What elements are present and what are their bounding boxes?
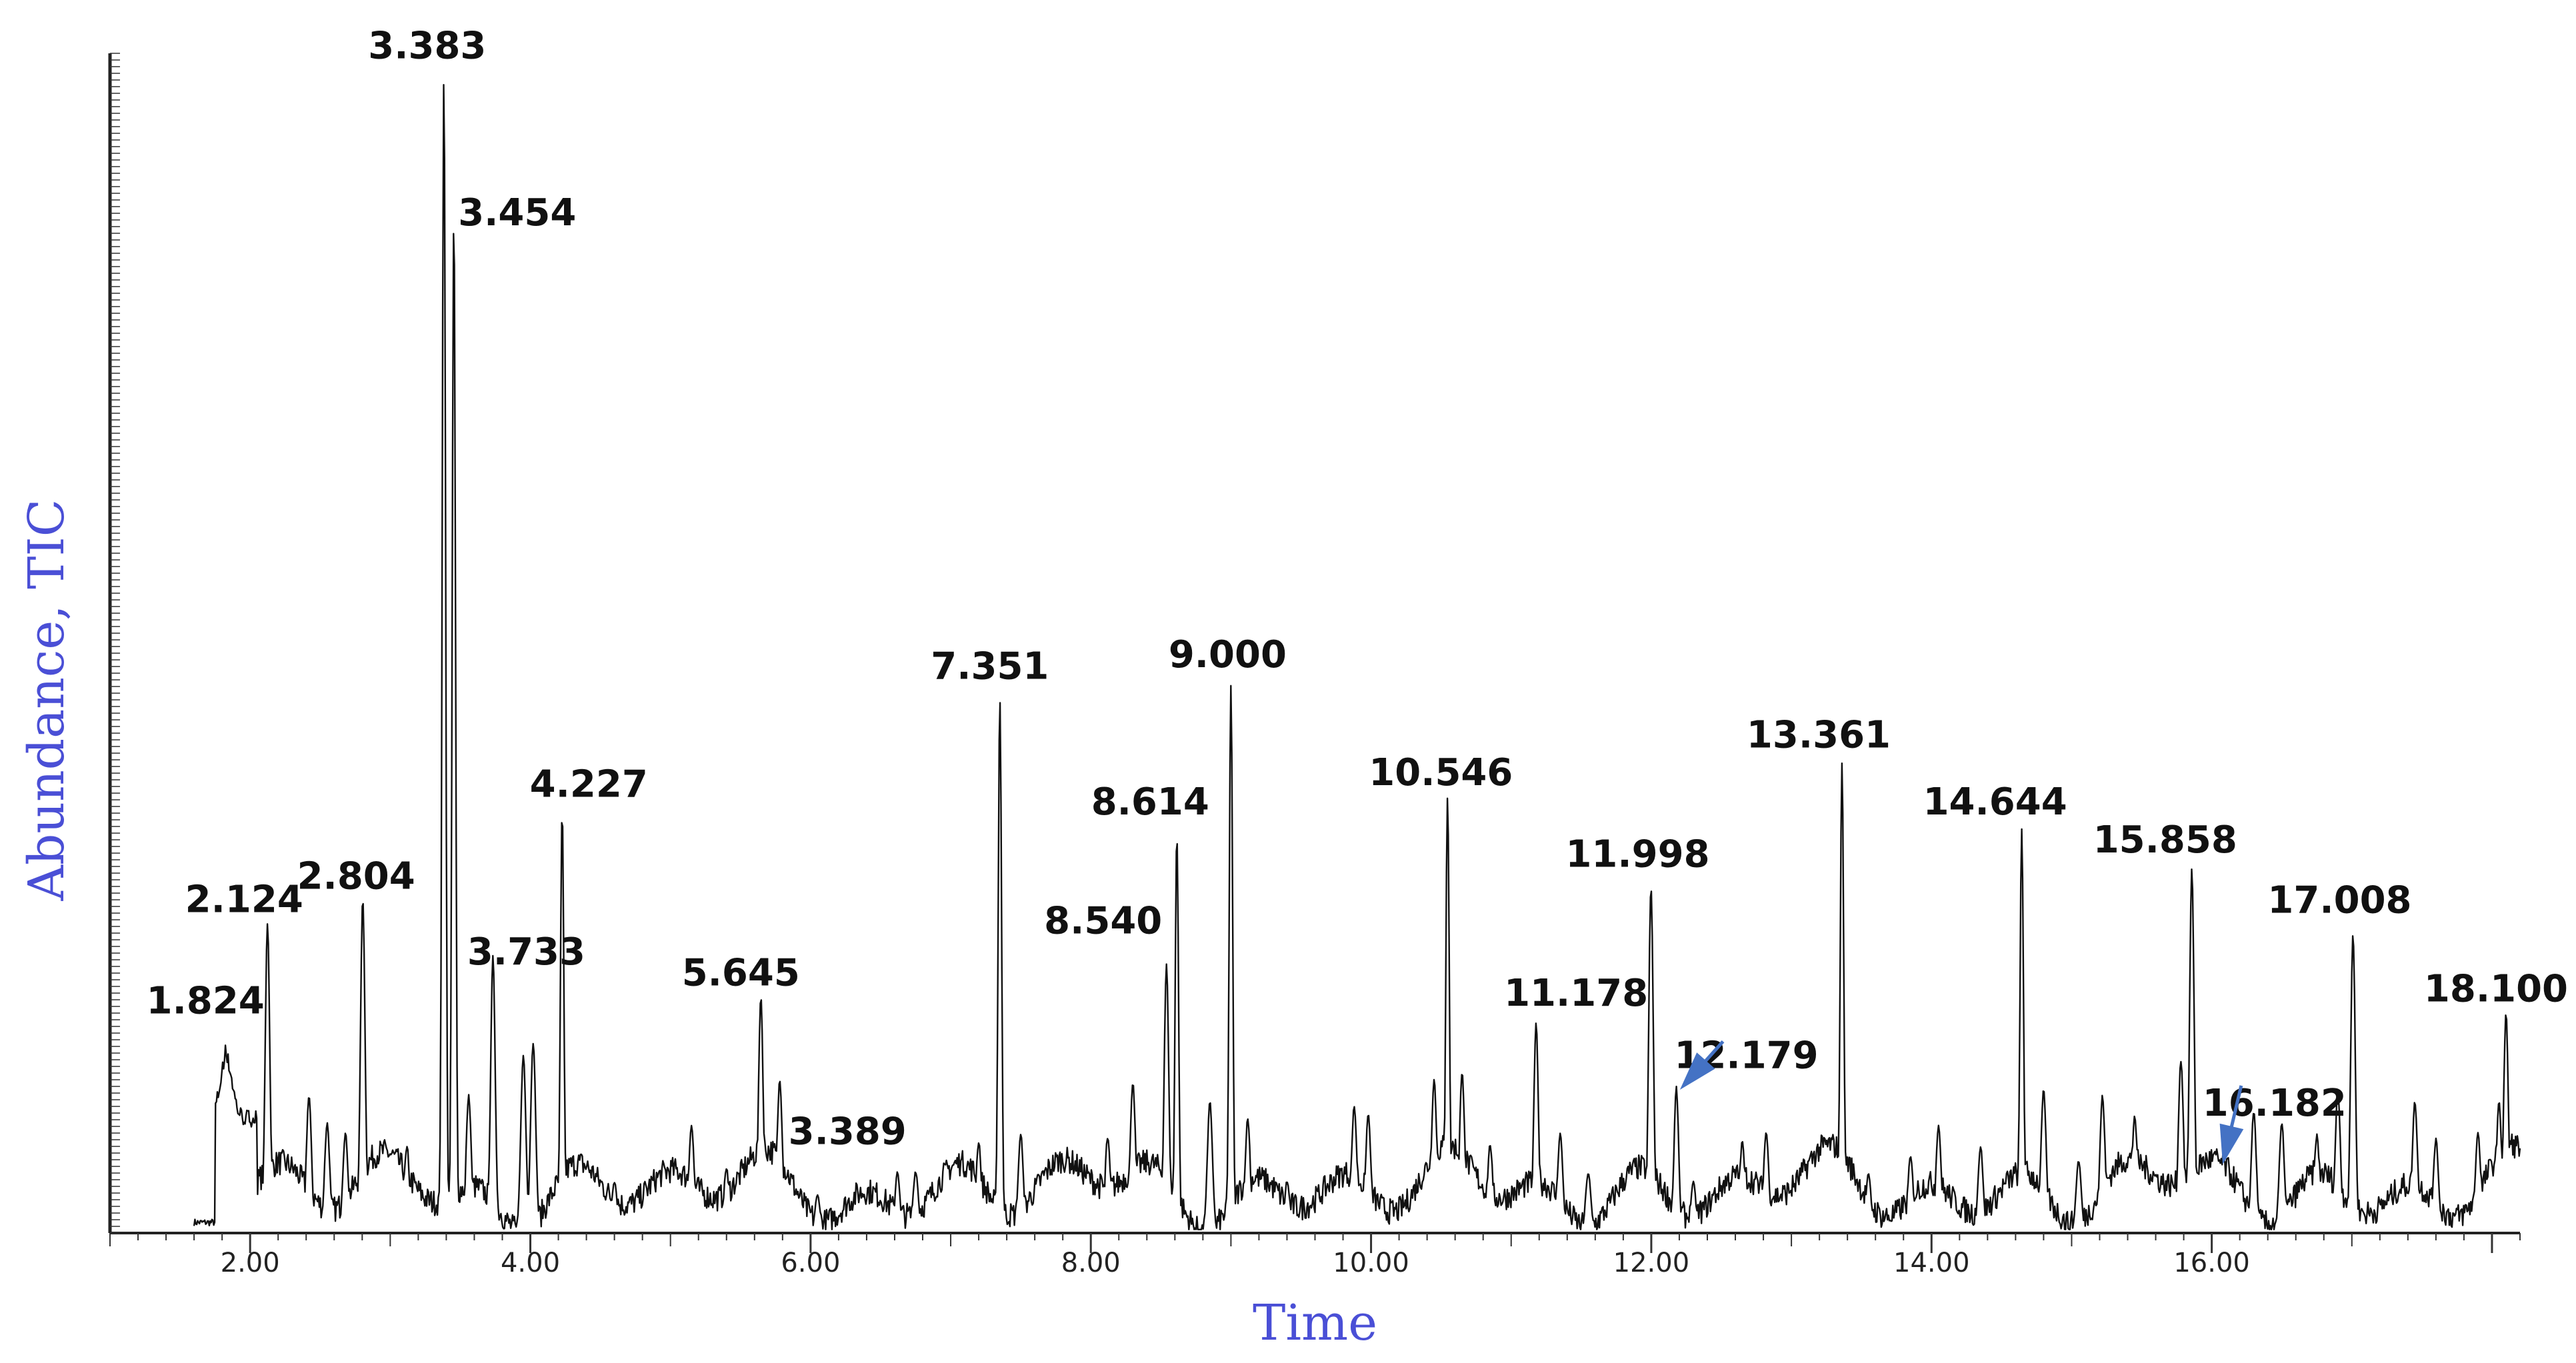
annotation-arrow-head <box>1679 1052 1715 1090</box>
y-axis-title: Abundance, TIC <box>18 499 75 902</box>
y-axis-minor-ticks <box>110 53 120 1234</box>
axes: 2.00 4.00 6.00 8.00 10.00 12.00 14.00 16.00 <box>108 53 2521 1278</box>
annotation-arrows <box>1679 1040 2244 1164</box>
peak-label: 18.100 <box>2424 967 2568 1010</box>
peak-label: 4.227 <box>530 763 648 806</box>
x-tick-label: 10.00 <box>1333 1248 1409 1278</box>
peak-label: 2.124 <box>185 878 303 922</box>
x-tick-label: 6.00 <box>781 1248 840 1278</box>
x-tick-label: 12.00 <box>1613 1248 1690 1278</box>
peak-label: 8.614 <box>1091 780 1209 824</box>
peak-label: 9.000 <box>1169 633 1287 677</box>
peak-label: 1.824 <box>147 980 265 1023</box>
x-axis-ticks: 2.00 4.00 6.00 8.00 10.00 12.00 14.00 16.00 <box>109 1233 2521 1278</box>
peak-label: 2.804 <box>297 854 415 898</box>
x-tick-label: 8.00 <box>1061 1248 1121 1278</box>
peak-label: 13.361 <box>1747 714 1891 757</box>
x-axis-title: Time <box>1253 1294 1377 1352</box>
peak-label: 5.645 <box>682 952 800 995</box>
x-tick-label: 14.00 <box>1893 1248 1970 1278</box>
tic-series <box>193 84 2521 1230</box>
peak-label: 17.008 <box>2267 879 2411 922</box>
peak-label: 11.178 <box>1504 972 1648 1015</box>
peak-label: 15.858 <box>2093 818 2237 862</box>
x-tick-label: 16.00 <box>2173 1248 2250 1278</box>
annotation-arrow-head <box>2219 1123 2244 1164</box>
peak-label: 14.644 <box>1923 780 2067 824</box>
peak-label: 8.540 <box>1044 900 1162 943</box>
peak-label: 7.351 <box>931 645 1049 688</box>
x-tick-label: 4.00 <box>501 1248 560 1278</box>
tic-trace-line <box>193 84 2521 1230</box>
peak-label: 16.182 <box>2203 1082 2347 1125</box>
peak-label: 3.733 <box>467 930 585 974</box>
peak-label: 3.389 <box>789 1110 907 1154</box>
peak-label: 3.454 <box>458 191 576 235</box>
peak-label: 11.998 <box>1565 833 1709 876</box>
peak-label: 3.383 <box>368 24 486 67</box>
x-tick-label: 2.00 <box>221 1248 280 1278</box>
peak-label: 10.546 <box>1369 751 1513 794</box>
